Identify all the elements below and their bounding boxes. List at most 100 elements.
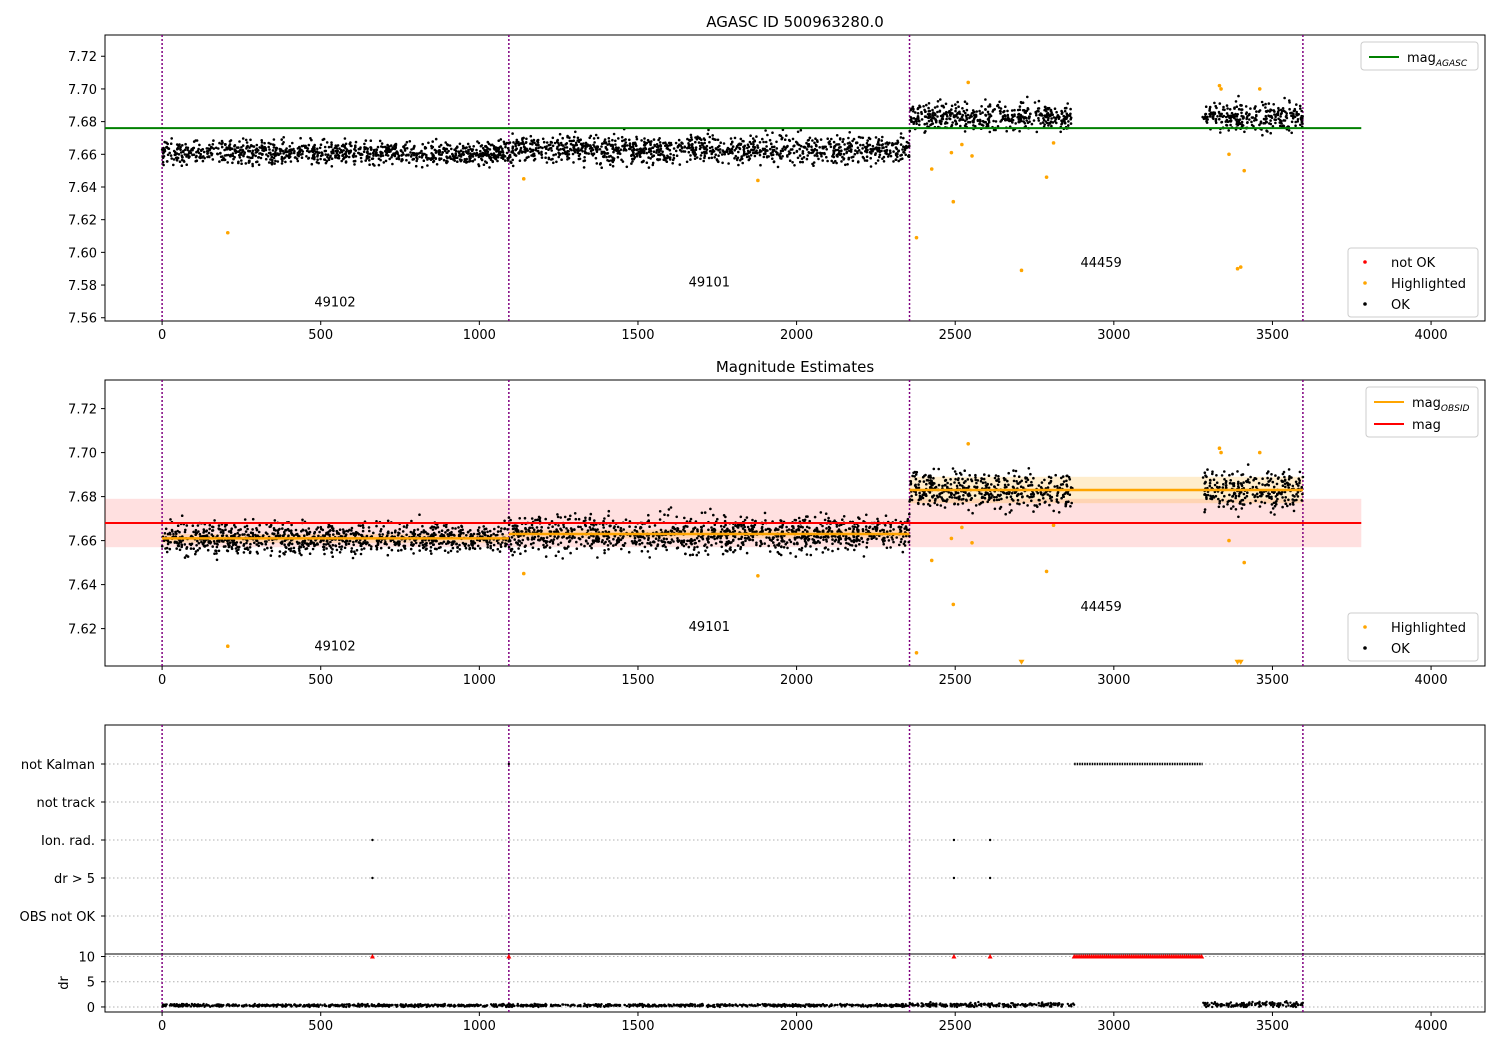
ok-point — [265, 153, 268, 156]
ok-point — [547, 526, 550, 530]
ok-point — [469, 147, 472, 151]
ok-point — [390, 156, 393, 159]
ok-point — [249, 531, 253, 534]
ok-point — [884, 514, 888, 517]
ok-point — [885, 546, 889, 550]
ok-point — [379, 540, 383, 544]
ok-point — [498, 152, 502, 155]
highlighted-point — [966, 80, 971, 85]
ok-point — [348, 539, 352, 543]
ok-point — [173, 150, 177, 154]
ok-point — [299, 545, 303, 549]
ok-point — [783, 148, 787, 151]
ok-point — [323, 145, 327, 149]
ok-point — [1266, 130, 1269, 133]
highlighted-point — [1227, 152, 1231, 157]
ok-point — [229, 153, 233, 157]
ok-point — [631, 160, 634, 163]
ok-point — [616, 155, 620, 159]
ok-point — [226, 161, 229, 164]
ok-point — [885, 152, 889, 156]
ok-point — [755, 135, 758, 138]
ok-point — [432, 531, 436, 535]
ok-point — [1046, 107, 1050, 111]
ok-point — [962, 109, 966, 113]
ok-point — [606, 152, 610, 155]
ok-point — [270, 549, 274, 553]
ok-point — [478, 539, 482, 542]
ok-point — [651, 163, 655, 167]
ok-point — [531, 546, 535, 549]
ok-point — [303, 541, 307, 545]
ok-point — [816, 154, 819, 158]
ok-point — [237, 160, 240, 164]
ok-point — [400, 158, 404, 161]
ok-point — [680, 539, 684, 543]
ok-point — [446, 160, 449, 163]
ok-point — [244, 530, 248, 533]
ok-point — [409, 151, 412, 154]
ok-point — [758, 151, 761, 154]
ok-point — [461, 144, 465, 148]
ok-point — [415, 156, 418, 159]
ok-point — [797, 516, 801, 520]
ok-point — [716, 517, 719, 521]
ok-point — [421, 543, 425, 547]
ok-point — [556, 145, 559, 149]
ok-point — [397, 543, 401, 547]
ok-point — [570, 139, 574, 143]
ok-point — [554, 554, 558, 558]
y-tick-label: 7.70 — [68, 447, 97, 462]
ok-point — [280, 155, 284, 159]
ok-point — [738, 147, 742, 151]
ok-point — [508, 153, 512, 157]
ok-point — [708, 146, 712, 150]
ok-point — [789, 551, 792, 555]
ok-point — [434, 527, 438, 530]
ok-point — [351, 556, 355, 560]
ok-point — [702, 159, 705, 163]
ok-point — [1269, 108, 1272, 111]
ok-point — [970, 112, 974, 115]
ok-point — [1280, 122, 1283, 125]
ok-point — [604, 145, 608, 149]
ok-point — [770, 142, 773, 146]
ok-point — [327, 533, 330, 536]
ok-point — [283, 543, 286, 546]
ok-point — [978, 118, 982, 122]
ok-point — [981, 111, 984, 114]
ok-point — [812, 149, 815, 153]
ok-point — [208, 143, 211, 147]
ok-point — [561, 144, 565, 147]
y-tick-label: 7.68 — [68, 491, 97, 506]
ok-point — [733, 136, 737, 140]
ok-point — [420, 165, 424, 169]
ok-point — [838, 137, 842, 140]
ok-point — [655, 151, 658, 154]
ok-point — [503, 155, 507, 158]
ok-point — [524, 141, 528, 145]
ok-point — [689, 517, 693, 521]
ok-point — [941, 113, 944, 117]
ok-point — [876, 143, 879, 146]
ok-point — [812, 541, 815, 544]
ok-point — [739, 537, 743, 540]
ok-point — [290, 542, 294, 546]
ok-point — [854, 149, 857, 152]
ok-point — [822, 538, 825, 541]
ok-point — [552, 538, 556, 541]
ok-point — [548, 546, 552, 549]
ok-point — [648, 525, 651, 528]
ok-point — [369, 547, 373, 551]
ok-point — [617, 536, 620, 540]
ok-point — [279, 152, 282, 155]
ok-point — [212, 147, 216, 150]
ok-point — [621, 144, 624, 148]
ok-point — [218, 160, 221, 163]
ok-point — [847, 156, 851, 160]
ok-point — [431, 140, 435, 143]
ok-point — [839, 542, 842, 545]
ok-point — [541, 137, 545, 141]
ok-point — [393, 152, 396, 156]
ok-point — [839, 153, 842, 157]
